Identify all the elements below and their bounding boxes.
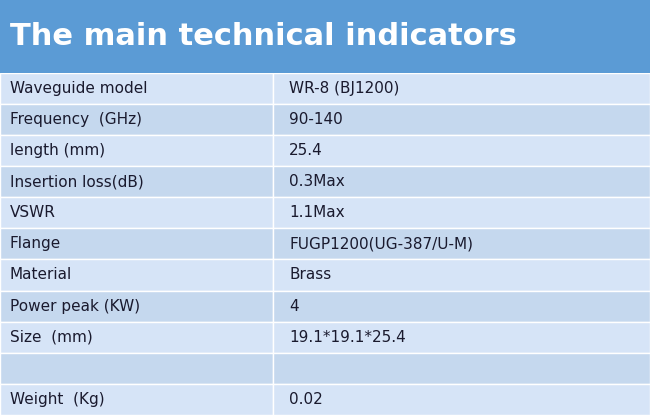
Bar xyxy=(0,384,273,415)
Bar xyxy=(0,228,273,259)
Bar xyxy=(273,166,650,197)
Bar xyxy=(273,104,650,135)
Text: Weight  (Kg): Weight (Kg) xyxy=(10,392,105,407)
Text: length (mm): length (mm) xyxy=(10,143,105,158)
Text: 4: 4 xyxy=(289,298,299,314)
Text: Size  (mm): Size (mm) xyxy=(10,330,92,345)
Bar xyxy=(0,353,273,384)
Text: 90-140: 90-140 xyxy=(289,112,343,127)
Text: Flange: Flange xyxy=(10,236,61,251)
Bar xyxy=(273,384,650,415)
Bar xyxy=(273,73,650,104)
Bar xyxy=(0,197,273,228)
Bar xyxy=(0,322,273,353)
Bar xyxy=(0,290,273,322)
Bar xyxy=(273,197,650,228)
Bar xyxy=(273,290,650,322)
Bar xyxy=(273,228,650,259)
Bar xyxy=(0,135,273,166)
Bar xyxy=(273,322,650,353)
Text: Material: Material xyxy=(10,267,72,283)
Text: 19.1*19.1*25.4: 19.1*19.1*25.4 xyxy=(289,330,406,345)
Bar xyxy=(0,0,650,73)
Bar xyxy=(273,135,650,166)
Text: Frequency  (GHz): Frequency (GHz) xyxy=(10,112,142,127)
Bar xyxy=(0,104,273,135)
Bar xyxy=(0,73,273,104)
Text: VSWR: VSWR xyxy=(10,205,56,220)
Text: 1.1Max: 1.1Max xyxy=(289,205,345,220)
Text: Power peak (KW): Power peak (KW) xyxy=(10,298,140,314)
Bar xyxy=(0,166,273,197)
Text: 0.3Max: 0.3Max xyxy=(289,174,345,189)
Text: 25.4: 25.4 xyxy=(289,143,323,158)
Bar xyxy=(273,259,650,290)
Bar xyxy=(0,259,273,290)
Text: Brass: Brass xyxy=(289,267,332,283)
Bar xyxy=(273,353,650,384)
Text: WR-8 (BJ1200): WR-8 (BJ1200) xyxy=(289,81,400,96)
Text: The main technical indicators: The main technical indicators xyxy=(10,22,517,51)
Text: Waveguide model: Waveguide model xyxy=(10,81,148,96)
Text: 0.02: 0.02 xyxy=(289,392,323,407)
Text: FUGP1200(UG-387/U-M): FUGP1200(UG-387/U-M) xyxy=(289,236,473,251)
Text: Insertion loss(dB): Insertion loss(dB) xyxy=(10,174,144,189)
